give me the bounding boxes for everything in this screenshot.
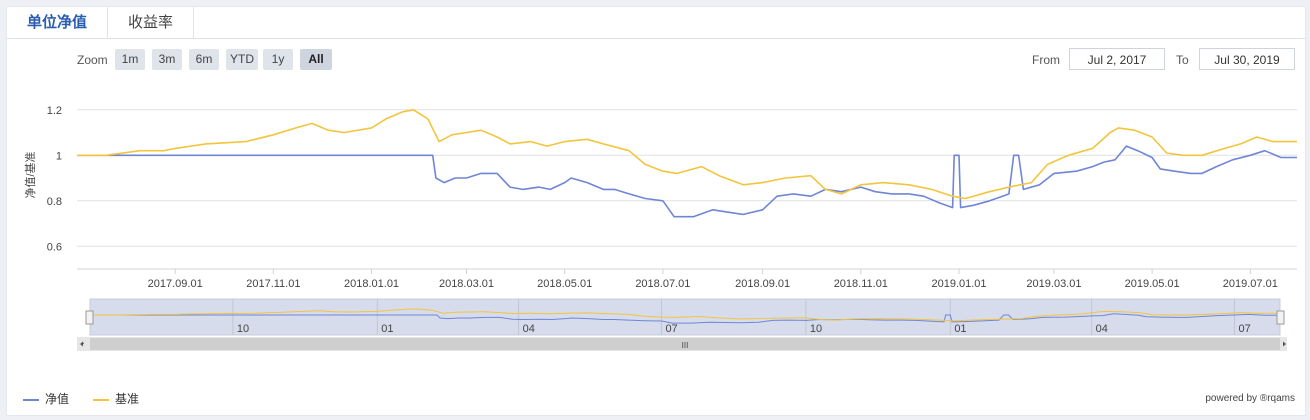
navigator-tick-label: 07 <box>665 323 677 335</box>
navigator-tick-label: 10 <box>237 323 249 335</box>
y-axis-label: 净值/基准 <box>23 151 37 198</box>
legend-swatch-nav <box>23 398 39 401</box>
tab-return-rate[interactable]: 收益率 <box>108 7 195 38</box>
x-tick-label: 2019.07.01 <box>1223 278 1278 290</box>
y-tick-label: 1.2 <box>47 105 62 117</box>
zoom-1m-button[interactable]: 1m <box>115 49 145 70</box>
x-tick-label: 2018.03.01 <box>439 278 494 290</box>
zoom-all-button[interactable]: All <box>300 49 332 70</box>
zoom-3m-button[interactable]: 3m <box>152 49 182 70</box>
navigator-tick-label: 07 <box>1238 323 1250 335</box>
scroll-left-arrow-icon[interactable] <box>80 341 84 347</box>
navigator-tick-label: 01 <box>954 323 966 335</box>
x-tick-label: 2018.01.01 <box>344 278 399 290</box>
navigator-nav-line <box>90 313 1280 324</box>
navigator[interactable]: 10 01 04 07 10 01 04 07 <box>85 298 1285 336</box>
grid-lines <box>77 109 1297 270</box>
x-tick-label: 2018.11.01 <box>834 278 888 290</box>
x-tick-label: 2019.03.01 <box>1026 278 1081 290</box>
credit-text: powered by ®rqams <box>1205 393 1295 404</box>
navigator-labels: 10 01 04 07 10 01 04 07 <box>237 323 1251 335</box>
x-axis-ticks: 2017.09.01 2017.11.01 2018.01.01 2018.03.01… <box>148 269 1278 290</box>
x-tick-label: 2018.07.01 <box>635 278 690 290</box>
to-label: To <box>1176 53 1189 67</box>
zoom-ytd-button[interactable]: YTD <box>226 49 258 70</box>
legend-label-benchmark: 基准 <box>115 392 140 406</box>
x-tick-label: 2018.09.01 <box>735 278 790 290</box>
navigator-left-handle[interactable] <box>85 310 94 325</box>
navigator-tick-label: 10 <box>810 323 822 335</box>
nav-line <box>77 145 1297 218</box>
zoom-6m-button[interactable]: 6m <box>189 49 219 70</box>
x-tick-label: 2017.09.01 <box>148 278 203 290</box>
x-tick-label: 2019.05.01 <box>1125 278 1180 290</box>
y-tick-label: 1 <box>56 150 62 162</box>
navigator-right-handle[interactable] <box>1276 310 1285 325</box>
chart-svg: 0.60.811.2 净值/基准 2017.09.01 2017.11.01 201… <box>23 105 1297 351</box>
scrollbar-thumb[interactable] <box>90 338 1280 350</box>
chart-card: 单位净值 收益率 Zoom 1m 3m 6m YTD 1y All From J… <box>6 6 1306 416</box>
x-tick-label: 2017.11.01 <box>246 278 300 290</box>
tab-bar: 单位净值 收益率 <box>7 7 1305 39</box>
x-tick-label: 2018.05.01 <box>537 278 592 290</box>
navigator-tick-label: 04 <box>523 323 535 335</box>
series-lines <box>77 109 1297 218</box>
benchmark-line <box>77 109 1297 200</box>
scrollbar[interactable]: III <box>77 337 1287 351</box>
scrollbar-grip: III <box>682 341 689 350</box>
navigator-tick-label: 01 <box>381 323 393 335</box>
scroll-right-arrow-icon[interactable] <box>1283 341 1286 347</box>
navigator-benchmark-line <box>90 308 1280 322</box>
zoom-1y-button[interactable]: 1y <box>263 49 293 70</box>
to-date-input[interactable]: Jul 30, 2019 <box>1199 48 1295 70</box>
legend-swatch-benchmark <box>93 398 109 401</box>
zoom-label: Zoom <box>77 53 108 67</box>
navigator-tick-label: 04 <box>1096 323 1108 335</box>
y-tick-label: 0.6 <box>47 241 62 253</box>
legend-label-nav: 净值 <box>45 392 70 406</box>
from-label: From <box>1032 53 1060 67</box>
y-axis-ticks: 0.6 0.8 1 1.2 <box>47 105 62 254</box>
navigator-series <box>90 308 1280 324</box>
tab-unit-nav[interactable]: 单位净值 <box>7 7 109 38</box>
y-tick-label: 0.8 <box>47 196 62 208</box>
legend-item-nav[interactable]: 净值 <box>23 390 69 407</box>
legend-item-benchmark[interactable]: 基准 <box>93 390 139 407</box>
from-date-input[interactable]: Jul 2, 2017 <box>1069 48 1165 70</box>
x-tick-label: 2019.01.01 <box>931 278 986 290</box>
